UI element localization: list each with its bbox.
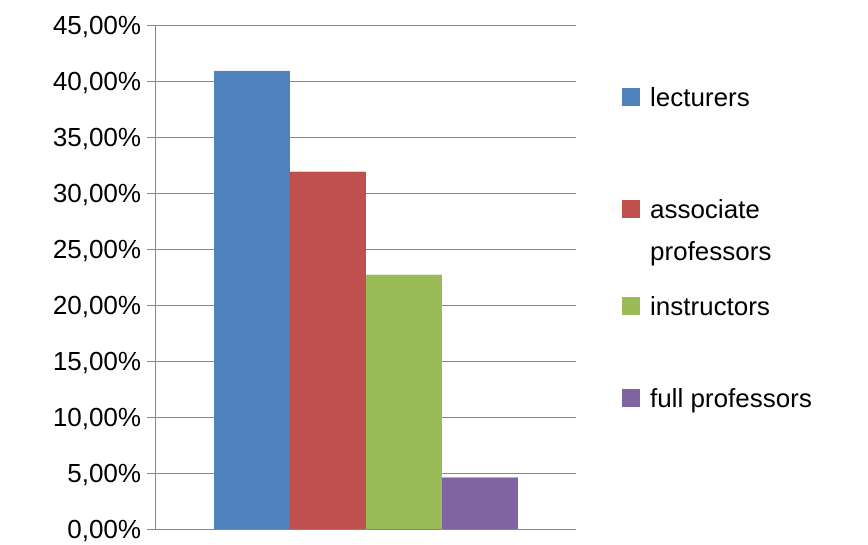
legend-swatch: [622, 200, 640, 218]
y-tick-label: 40,00%: [53, 66, 141, 96]
y-tick-label: 35,00%: [53, 122, 141, 152]
chart-legend: lecturers associate professors instructors…: [622, 0, 868, 545]
legend-label: lecturers: [650, 82, 750, 112]
legend-item: instructors: [622, 285, 860, 327]
y-tick-label: 5,00%: [67, 458, 141, 488]
legend-label: full professors: [650, 383, 812, 413]
y-tick-label: 0,00%: [67, 514, 141, 544]
legend-label: instructors: [650, 291, 770, 321]
y-tick-label: 45,00%: [53, 10, 141, 40]
legend-item: lecturers: [622, 76, 860, 118]
bar-associate-professors: [290, 171, 366, 529]
legend-swatch: [622, 297, 640, 315]
legend-label: associate professors: [650, 194, 772, 266]
legend-item: full professors: [622, 377, 860, 419]
legend-item: associate professors: [622, 188, 860, 272]
y-tick-label: 25,00%: [53, 234, 141, 264]
bar-full-professors: [442, 477, 518, 529]
bar-instructors: [366, 274, 442, 529]
y-tick-label: 10,00%: [53, 402, 141, 432]
bar-lecturers: [214, 70, 290, 530]
y-tick-label: 30,00%: [53, 178, 141, 208]
y-tick-label: 20,00%: [53, 290, 141, 320]
y-tick-label: 15,00%: [53, 346, 141, 376]
legend-swatch: [622, 88, 640, 106]
legend-swatch: [622, 389, 640, 407]
